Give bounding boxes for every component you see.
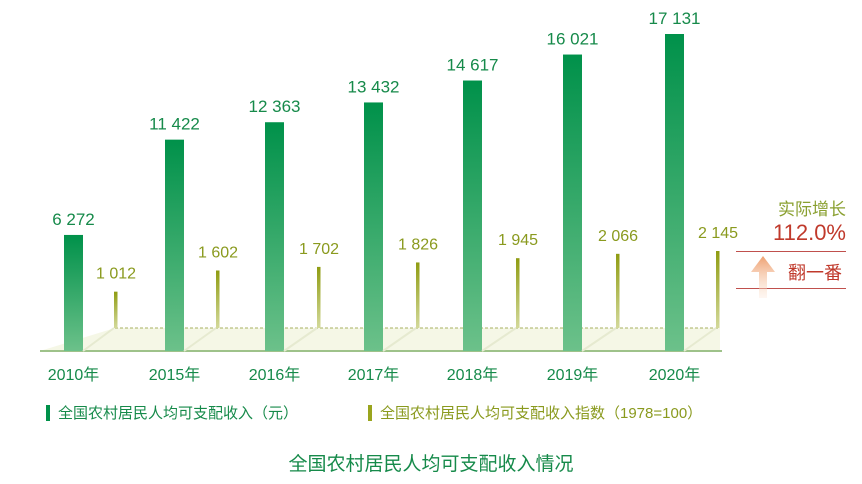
- index-value-label: 1 012: [96, 266, 136, 283]
- x-tick-label: 2020年: [649, 366, 701, 384]
- income-bar: [665, 34, 684, 351]
- income-bar: [64, 234, 83, 351]
- index-bar: [416, 262, 420, 328]
- growth-annotation: 实际增长 112.0% 翻一番: [736, 195, 846, 298]
- floor-guide: [183, 327, 217, 352]
- floor-guide: [683, 327, 717, 352]
- double-note-box: 翻一番: [736, 251, 846, 298]
- growth-label: 实际增长: [778, 200, 846, 219]
- legend-item-index: 全国农村居民人均可支配收入指数（1978=100）: [368, 402, 702, 423]
- income-bar: [463, 80, 482, 351]
- floor-guide: [481, 327, 517, 352]
- index-bar: [317, 266, 321, 328]
- income-value-label: 13 432: [348, 77, 400, 96]
- x-tick-label: 2019年: [547, 366, 599, 384]
- income-value-label: 12 363: [249, 97, 301, 116]
- x-tick-label: 2016年: [249, 366, 301, 384]
- index-bar: [114, 291, 118, 328]
- x-tick-label: 2018年: [447, 366, 499, 384]
- legend-label: 全国农村居民人均可支配收入指数（1978=100）: [380, 405, 703, 422]
- income-bar: [165, 139, 184, 351]
- index-value-label: 1 826: [398, 236, 438, 253]
- income-bar: [265, 122, 284, 351]
- index-value-label: 2 145: [698, 225, 738, 242]
- index-bar: [516, 258, 520, 328]
- chart-title: 全国农村居民人均可支配收入情况: [288, 454, 574, 475]
- x-tick-label: 2017年: [348, 366, 400, 384]
- income-value-label: 14 617: [447, 56, 499, 75]
- x-tick-label: 2010年: [48, 366, 100, 384]
- index-value-label: 1 602: [198, 244, 238, 261]
- index-value-label: 1 945: [498, 232, 538, 249]
- income-value-label: 11 422: [149, 115, 200, 134]
- up-arrow-icon: [751, 256, 775, 298]
- income-value-label: 17 131: [649, 9, 701, 28]
- floor-guide: [82, 327, 115, 352]
- index-bar: [716, 251, 720, 328]
- index-bar: [216, 270, 220, 328]
- index-value-label: 1 702: [299, 241, 339, 258]
- legend-swatch: [368, 404, 372, 421]
- x-tick-label: 2015年: [149, 366, 201, 384]
- income-value-label: 6 272: [52, 210, 95, 229]
- floor-guide: [283, 327, 318, 352]
- income-value-label: 16 021: [547, 30, 599, 49]
- legend-swatch: [46, 404, 50, 421]
- double-note: 翻一番: [788, 263, 842, 283]
- floor-guide: [382, 327, 417, 352]
- legend-item-income: 全国农村居民人均可支配收入（元）: [46, 402, 298, 423]
- income-bar: [563, 54, 582, 352]
- income-bar: [364, 102, 383, 351]
- legend-label: 全国农村居民人均可支配收入（元）: [58, 405, 299, 422]
- index-bar: [616, 253, 620, 328]
- growth-value: 112.0%: [773, 220, 846, 245]
- index-value-label: 2 066: [598, 228, 638, 245]
- floor-guide: [581, 327, 617, 352]
